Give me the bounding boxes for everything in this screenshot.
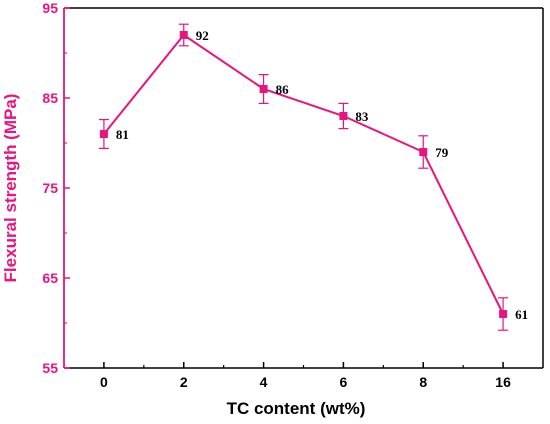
x-tick-label: 2: [180, 374, 188, 390]
data-label: 92: [196, 28, 209, 43]
x-tick-label: 0: [100, 374, 108, 390]
series: [98, 23, 509, 331]
x-tick-label: 16: [495, 374, 511, 390]
y-tick-label: 95: [42, 0, 58, 16]
ticks: 55 65 75 85 95 0 2 4 6 8 16: [42, 0, 511, 390]
x-axis-title: TC content (wt%): [227, 399, 366, 418]
y-tick-label: 55: [42, 360, 58, 376]
y-tick-label: 65: [42, 270, 58, 286]
y-tick-label: 75: [42, 180, 58, 196]
series-line: [103, 33, 504, 315]
y-tick-label: 85: [42, 90, 58, 106]
data-point-marker: [179, 31, 188, 39]
data-point-marker: [419, 148, 428, 156]
labels: 81 92 86 83 79 61: [116, 28, 528, 322]
axes: [63, 7, 544, 369]
data-label: 61: [515, 307, 528, 322]
data-label: 79: [435, 145, 449, 160]
data-point-marker: [339, 112, 348, 120]
data-point-marker: [259, 85, 268, 93]
x-tick-label: 8: [419, 374, 427, 390]
data-point-marker: [99, 130, 108, 138]
x-tick-label: 4: [260, 374, 268, 390]
data-label: 86: [276, 82, 290, 97]
y-axis-title: Flexural strength (MPa): [1, 94, 20, 283]
data-point-marker: [499, 310, 508, 318]
x-tick-label: 6: [340, 374, 348, 390]
data-label: 83: [355, 109, 369, 124]
data-label: 81: [116, 127, 129, 142]
